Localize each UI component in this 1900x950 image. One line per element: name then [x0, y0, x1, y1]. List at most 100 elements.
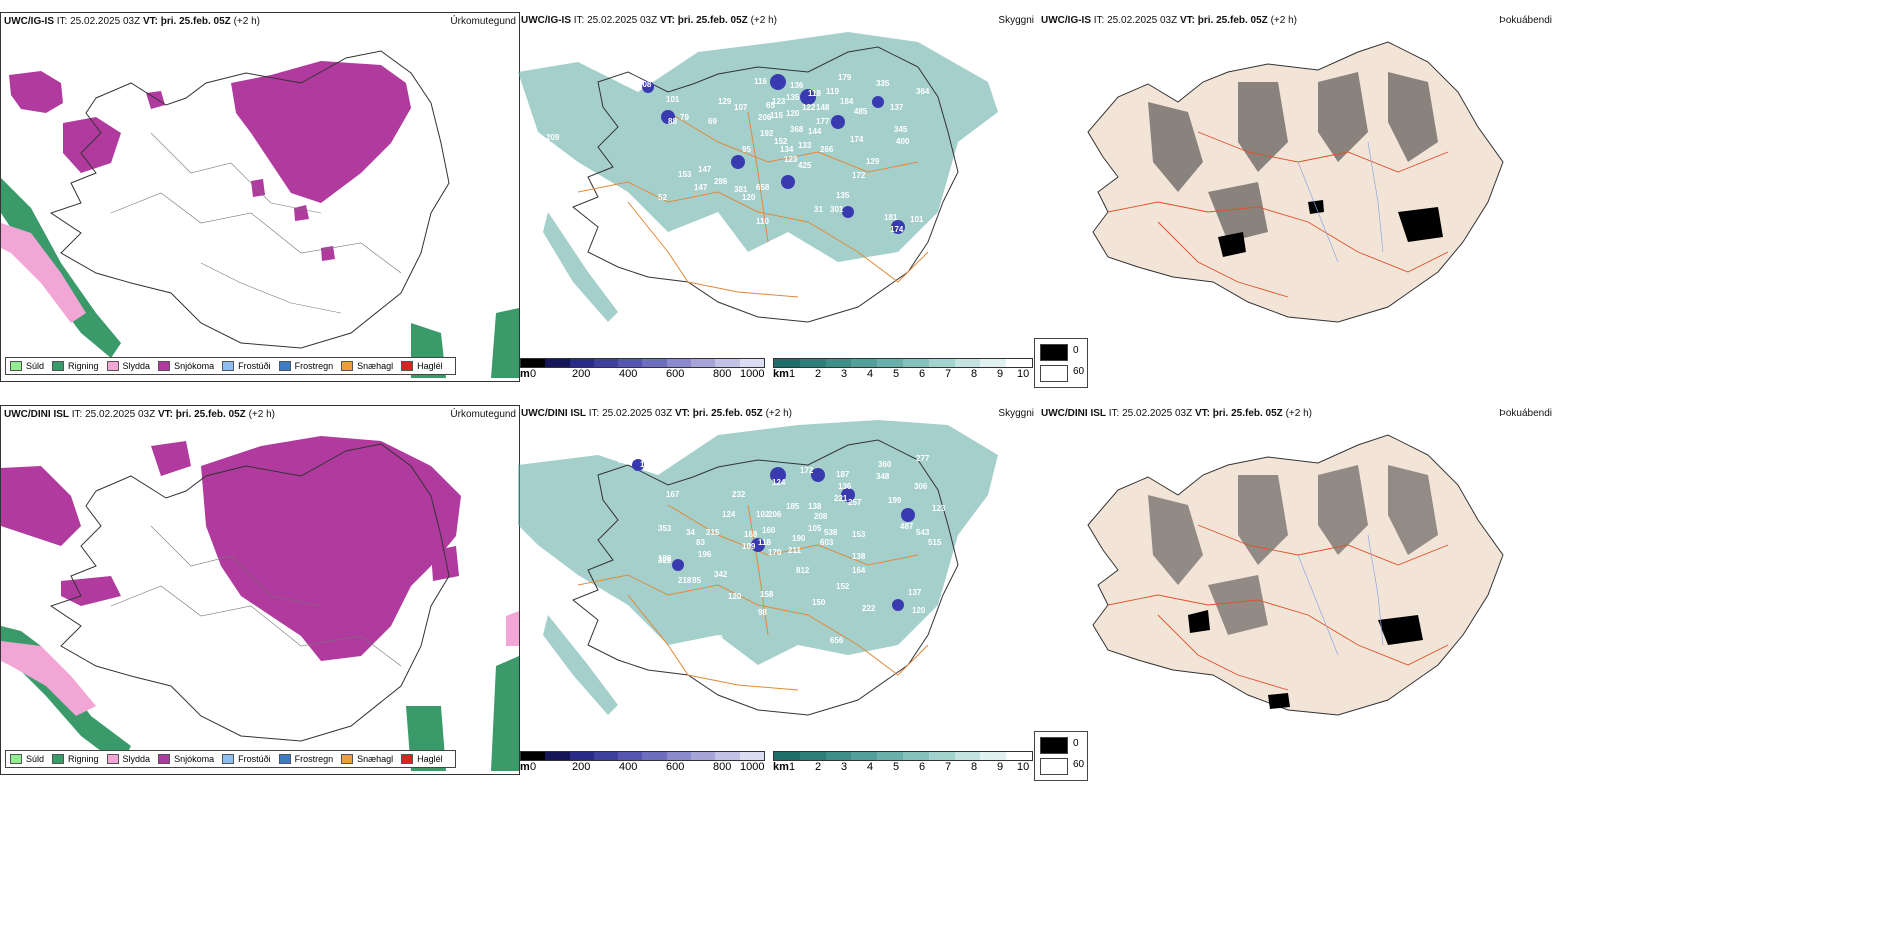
legend-item: Slydda [106, 361, 150, 371]
ceiling-value-label: 136 [790, 81, 804, 90]
ceiling-value-label: 656 [830, 636, 844, 645]
ceiling-value-label: 153 [678, 170, 692, 179]
precip-title-row1: UWC/IG-IS IT: 25.02.2025 03Z VT: þri. 25… [4, 16, 260, 27]
ceiling-value-label: 120 [742, 193, 756, 202]
ceiling-value-label: 172 [852, 171, 866, 180]
visibility-colorbar-gradient [773, 751, 1033, 761]
fog-map-row2[interactable] [1038, 405, 1558, 745]
ceiling-tick: 800 [713, 368, 732, 380]
ceiling-value-label: 110 [756, 217, 769, 226]
legend-swatch [10, 361, 22, 371]
ceiling-value-label: 189 [658, 554, 672, 563]
visibility-tick: 3 [841, 761, 848, 773]
fog-legend-swatch-low [1040, 737, 1068, 754]
fog-legend-row2: 0 60 [1034, 731, 1088, 781]
snow-area [9, 61, 411, 261]
visibility-tick: 10 [1017, 761, 1030, 773]
cloud-title-row1: UWC/IG-IS IT: 25.02.2025 03Z VT: þri. 25… [521, 15, 777, 26]
visibility-colorbar-row2: km 1 2 3 4 5 6 7 8 9 10 [773, 751, 1033, 775]
ceiling-value-label: 79 [680, 113, 689, 122]
ceiling-value-label: 136 [838, 482, 852, 491]
fog-right-label-row1: Þokuábendi [1499, 15, 1552, 26]
precip-map-row1[interactable] [1, 13, 519, 381]
fog-legend-swatch-high [1040, 365, 1068, 382]
precip-map-row2[interactable] [1, 406, 519, 774]
legend-swatch [106, 361, 119, 371]
ceiling-value-label: 658 [756, 183, 770, 192]
ceiling-value-label: 368 [790, 125, 804, 134]
ceiling-value-label: 34 [686, 528, 695, 537]
ceiling-value-label: 215 [706, 528, 720, 537]
cloud-right-label-row1: Skyggni [998, 15, 1034, 26]
fog-shading [1148, 465, 1438, 635]
ceiling-value-label: 115 [770, 111, 783, 120]
legend-swatch [106, 754, 119, 764]
ceiling-tick: 200 [572, 368, 591, 380]
ceiling-labels: 108 101 79 209 129 116 123 206 136 135 1… [546, 73, 930, 234]
ceiling-value-label: 135 [786, 93, 800, 102]
visibility-tick: 5 [893, 761, 900, 773]
ceiling-value-label: 107 [734, 103, 748, 112]
visibility-tick: 4 [867, 368, 874, 380]
ceiling-value-label: 192 [760, 129, 774, 138]
ceiling-value-label: 98 [758, 608, 767, 617]
ceiling-value-label: 102 [756, 510, 770, 519]
visibility-unit: km [773, 368, 789, 380]
ceiling-value-label: 134 [780, 145, 794, 154]
legend-swatch [158, 754, 171, 764]
ceiling-value-label: 144 [808, 127, 822, 136]
precip-panel-row1: UWC/IG-IS IT: 25.02.2025 03Z VT: þri. 25… [0, 12, 520, 382]
ceiling-value-label: 218 [678, 576, 692, 585]
iceland-outline [49, 50, 450, 349]
roads [577, 111, 929, 298]
ceiling-value-label: 208 [814, 512, 828, 521]
ceiling-value-label: 118 [758, 538, 771, 547]
fog-right-label-row2: Þokuábendi [1499, 408, 1552, 419]
ceiling-tick: 400 [619, 761, 638, 773]
ptype-label-row1: Úrkomutegund [450, 16, 516, 27]
visibility-tick: 10 [1017, 368, 1030, 380]
roads [1107, 131, 1449, 298]
legend-item: Snjókoma [158, 361, 214, 371]
legend-item: Súld [10, 361, 44, 371]
cloud-map-row1[interactable]: 108 101 79 209 129 116 123 206 136 135 1… [518, 12, 1038, 352]
ceiling-value-label: 88 [668, 117, 677, 126]
ceiling-value-label: 400 [896, 137, 910, 146]
legend-swatch [278, 361, 291, 371]
ceiling-value-label: 211 [788, 546, 801, 555]
legend-item: Slydda [106, 754, 150, 764]
legend-swatch [401, 754, 414, 764]
ceiling-value-label: 147 [694, 183, 708, 192]
visibility-tick: 9 [997, 761, 1004, 773]
ceiling-value-label: 152 [774, 137, 788, 146]
ceiling-value-label: 179 [838, 73, 852, 82]
ceiling-unit: m [520, 368, 530, 380]
precip-panel-row2: UWC/DINI ISL IT: 25.02.2025 03Z VT: þri.… [0, 405, 520, 775]
legend-swatch [401, 361, 414, 371]
ceiling-value-label: 40 [546, 592, 555, 601]
fog-legend-row1: 0 60 [1034, 338, 1088, 388]
fog-legend-low: 0 [1073, 738, 1079, 749]
fog-dense [1188, 610, 1423, 709]
visibility-tick: 8 [971, 368, 978, 380]
rivers [1297, 141, 1384, 263]
iceland-outline [572, 46, 959, 323]
legend-item: Frostúði [222, 361, 271, 371]
ceiling-value-label: 150 [812, 598, 826, 607]
legend-item: Rigning [52, 754, 99, 764]
cloud-map-row2[interactable]: 58 123 167 232 124 172 187 360 277 348 3… [518, 405, 1038, 745]
sleet-area [1, 223, 86, 323]
legend-item: Snæhagl [341, 754, 393, 764]
ceiling-value-label: 206 [758, 113, 772, 122]
fog-title-row2: UWC/DINI ISL IT: 25.02.2025 03Z VT: þri.… [1041, 408, 1312, 419]
visibility-field [518, 32, 998, 322]
fog-legend-swatch-high [1040, 758, 1068, 775]
ceiling-value-label: 108 [638, 80, 652, 89]
ceiling-value-label: 277 [916, 454, 930, 463]
fog-panel-row1: UWC/IG-IS IT: 25.02.2025 03Z VT: þri. 25… [1034, 12, 1558, 388]
iceland-outline [572, 439, 959, 716]
visibility-tick: 7 [945, 368, 952, 380]
fog-map-row1[interactable] [1038, 12, 1558, 352]
roads [110, 132, 402, 314]
ceiling-value-label: 222 [862, 604, 876, 613]
